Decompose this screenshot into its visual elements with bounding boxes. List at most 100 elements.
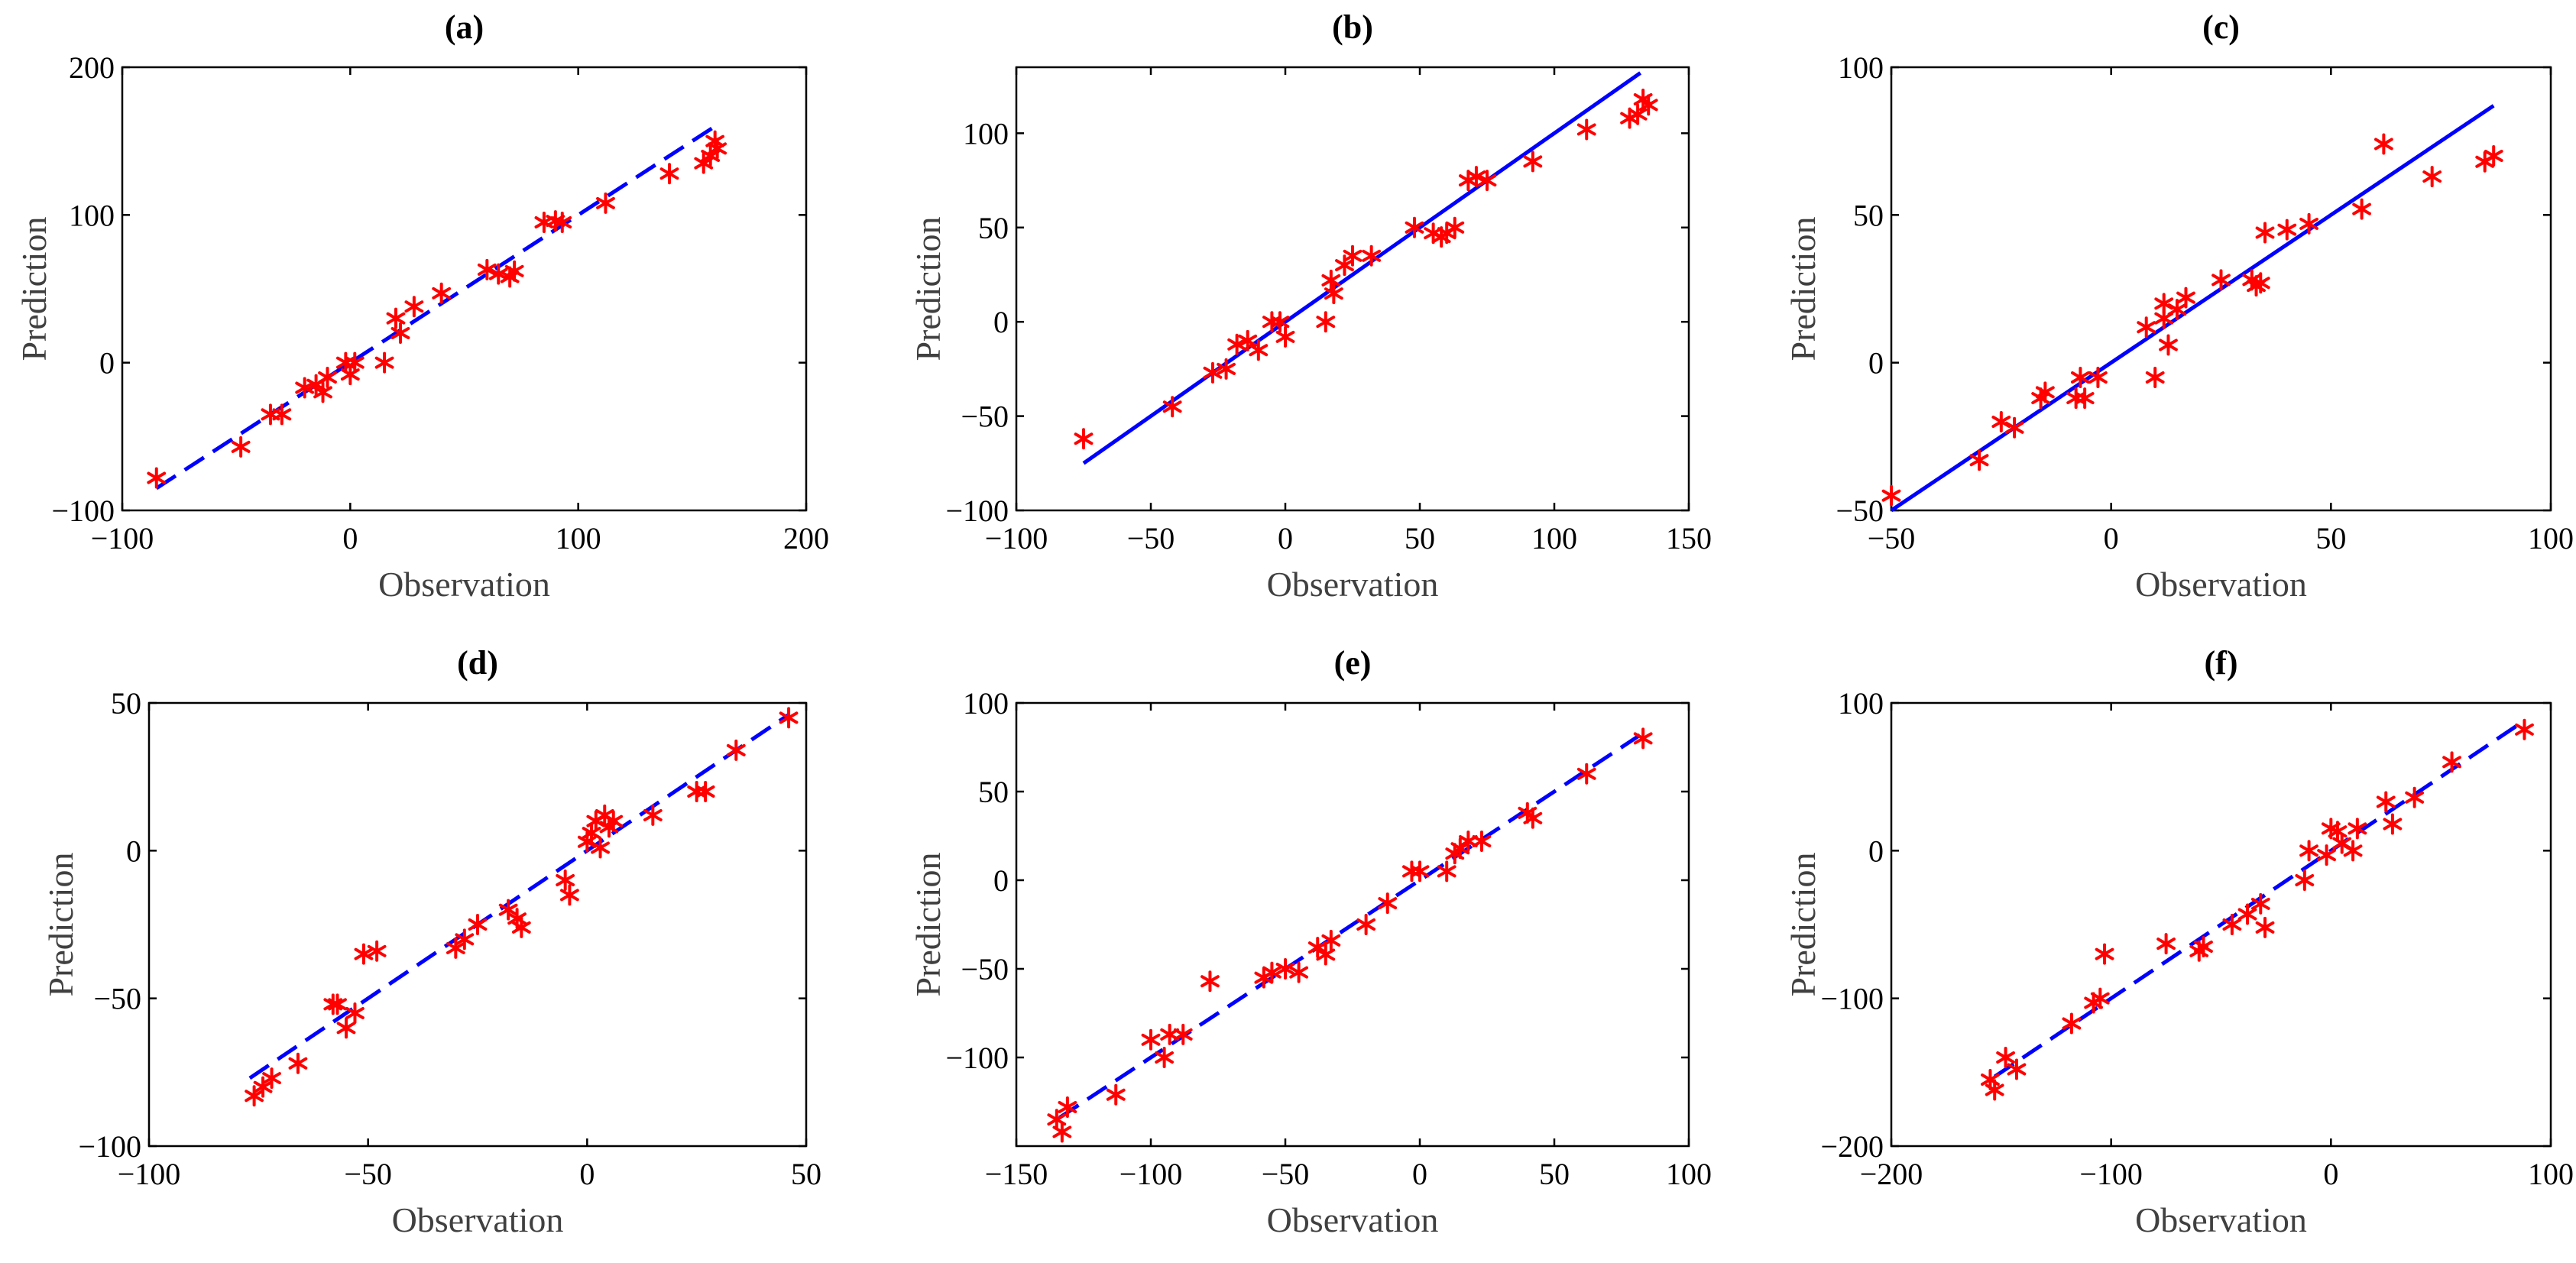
data-point: [1378, 892, 1398, 915]
fit-line: [1082, 71, 1642, 465]
y-axis-label: Prediction: [909, 852, 948, 996]
data-point: [1052, 1121, 1072, 1143]
data-point: [245, 1085, 264, 1107]
data-point: [1289, 961, 1308, 983]
x-tick-label: 100: [1531, 521, 1577, 555]
data-point: [345, 351, 365, 374]
data-point: [2515, 718, 2534, 740]
x-tick-label: −100: [2079, 1157, 2143, 1191]
data-point: [390, 322, 410, 344]
data-point: [1321, 929, 1341, 951]
x-tick-label: −100: [118, 1157, 181, 1191]
data-point: [1523, 807, 1543, 829]
x-axis-label: Observation: [1267, 565, 1439, 604]
data-point: [386, 307, 406, 329]
x-tick-label: −50: [1127, 521, 1175, 555]
data-point: [1203, 361, 1223, 384]
x-tick-label: −100: [1120, 1157, 1183, 1191]
data-point: [2250, 272, 2270, 294]
data-point: [318, 367, 337, 388]
x-tick-label: 0: [342, 521, 358, 555]
data-point: [1477, 170, 1497, 192]
data-point: [1316, 311, 1336, 333]
data-point: [1450, 837, 1470, 860]
data-point: [1227, 333, 1247, 355]
y-tick-label: 100: [69, 198, 115, 232]
panel-d: (d) −100 −50 0 50 −100 −50 0 50 Observation Predic…: [41, 644, 821, 1239]
y-tick-label: −50: [961, 400, 1009, 434]
data-point: [1058, 1096, 1077, 1118]
data-point: [2255, 916, 2275, 938]
data-point: [1141, 1028, 1161, 1051]
data-point: [2090, 987, 2110, 1009]
data-point: [2156, 933, 2176, 955]
data-point: [556, 870, 575, 891]
y-tick-label: 100: [963, 686, 1009, 721]
x-tick-label: 50: [791, 1157, 821, 1191]
data-point: [288, 1052, 308, 1074]
data-point: [1162, 396, 1182, 418]
y-tick-label: −50: [1836, 494, 1884, 528]
data-point: [2088, 367, 2108, 388]
y-tick-label: 0: [993, 305, 1009, 339]
data-point: [726, 739, 746, 761]
data-point: [2176, 287, 2195, 309]
data-point: [1410, 860, 1430, 882]
data-point: [2376, 791, 2396, 813]
x-axis-label: Observation: [2135, 565, 2307, 604]
data-point: [1356, 914, 1375, 935]
x-axis-label: Observation: [1267, 1200, 1439, 1239]
panel-c: (c) −50 0 50 100 −50 0 50 100 Observation Predicti…: [1784, 8, 2574, 604]
axes-frame: [121, 66, 808, 512]
y-tick-label: −100: [51, 494, 115, 528]
data-point: [2484, 145, 2503, 167]
data-point: [1316, 944, 1336, 966]
data-point: [1270, 311, 1290, 333]
data-point: [2095, 943, 2114, 965]
data-point: [2194, 936, 2213, 957]
x-tick-label: −100: [985, 521, 1048, 555]
data-point: [2255, 222, 2275, 244]
data-point: [1969, 449, 1989, 471]
x-axis-label: Observation: [392, 1200, 564, 1239]
data-point: [1628, 103, 1648, 125]
data-point: [1576, 118, 1596, 141]
data-point: [455, 928, 475, 950]
data-point: [1985, 1079, 2004, 1101]
y-tick-label: 50: [978, 211, 1009, 245]
data-point: [1249, 339, 1269, 361]
panel-title: (d): [457, 644, 498, 682]
data-point: [1362, 245, 1382, 267]
data-point: [2442, 751, 2461, 773]
data-point: [2295, 870, 2315, 891]
y-tick-label: −200: [1820, 1129, 1884, 1164]
y-tick-label: 0: [1868, 834, 1884, 868]
data-point: [432, 282, 452, 304]
data-point: [2299, 840, 2318, 862]
x-tick-label: −200: [1860, 1157, 1923, 1191]
y-tick-label: −50: [961, 952, 1009, 986]
data-point: [2071, 367, 2090, 388]
data-point: [560, 884, 579, 906]
panel-a: (a) −100 0 100 200 −100 0 100 200 Observation Pred…: [15, 8, 829, 604]
x-tick-label: 100: [556, 521, 601, 555]
y-tick-label: −100: [945, 494, 1009, 528]
x-tick-label: −150: [985, 1157, 1048, 1191]
x-tick-label: −100: [91, 521, 154, 555]
x-tick-label: 150: [1666, 521, 1712, 555]
y-tick-label: −50: [93, 982, 141, 1016]
data-point: [2348, 818, 2367, 840]
panel-e: (e) −150 −100 −50 0 50 100 −100 −50 0 50 100 Observa…: [909, 644, 1712, 1239]
data-point: [272, 403, 292, 426]
y-axis-label: Prediction: [41, 852, 80, 996]
data-point: [1445, 216, 1465, 238]
data-point: [2405, 786, 2425, 808]
y-axis-label: Prediction: [1784, 852, 1823, 996]
data-point: [2137, 316, 2156, 338]
data-point: [1472, 830, 1492, 852]
fit-line: [248, 713, 790, 1080]
panel-b: (b) −100 −50 0 50 100 150 −100 −50 0 50 100 Observat…: [909, 8, 1712, 604]
y-tick-label: 50: [978, 775, 1009, 809]
data-point: [488, 263, 508, 285]
y-axis-label: Prediction: [1784, 216, 1823, 361]
